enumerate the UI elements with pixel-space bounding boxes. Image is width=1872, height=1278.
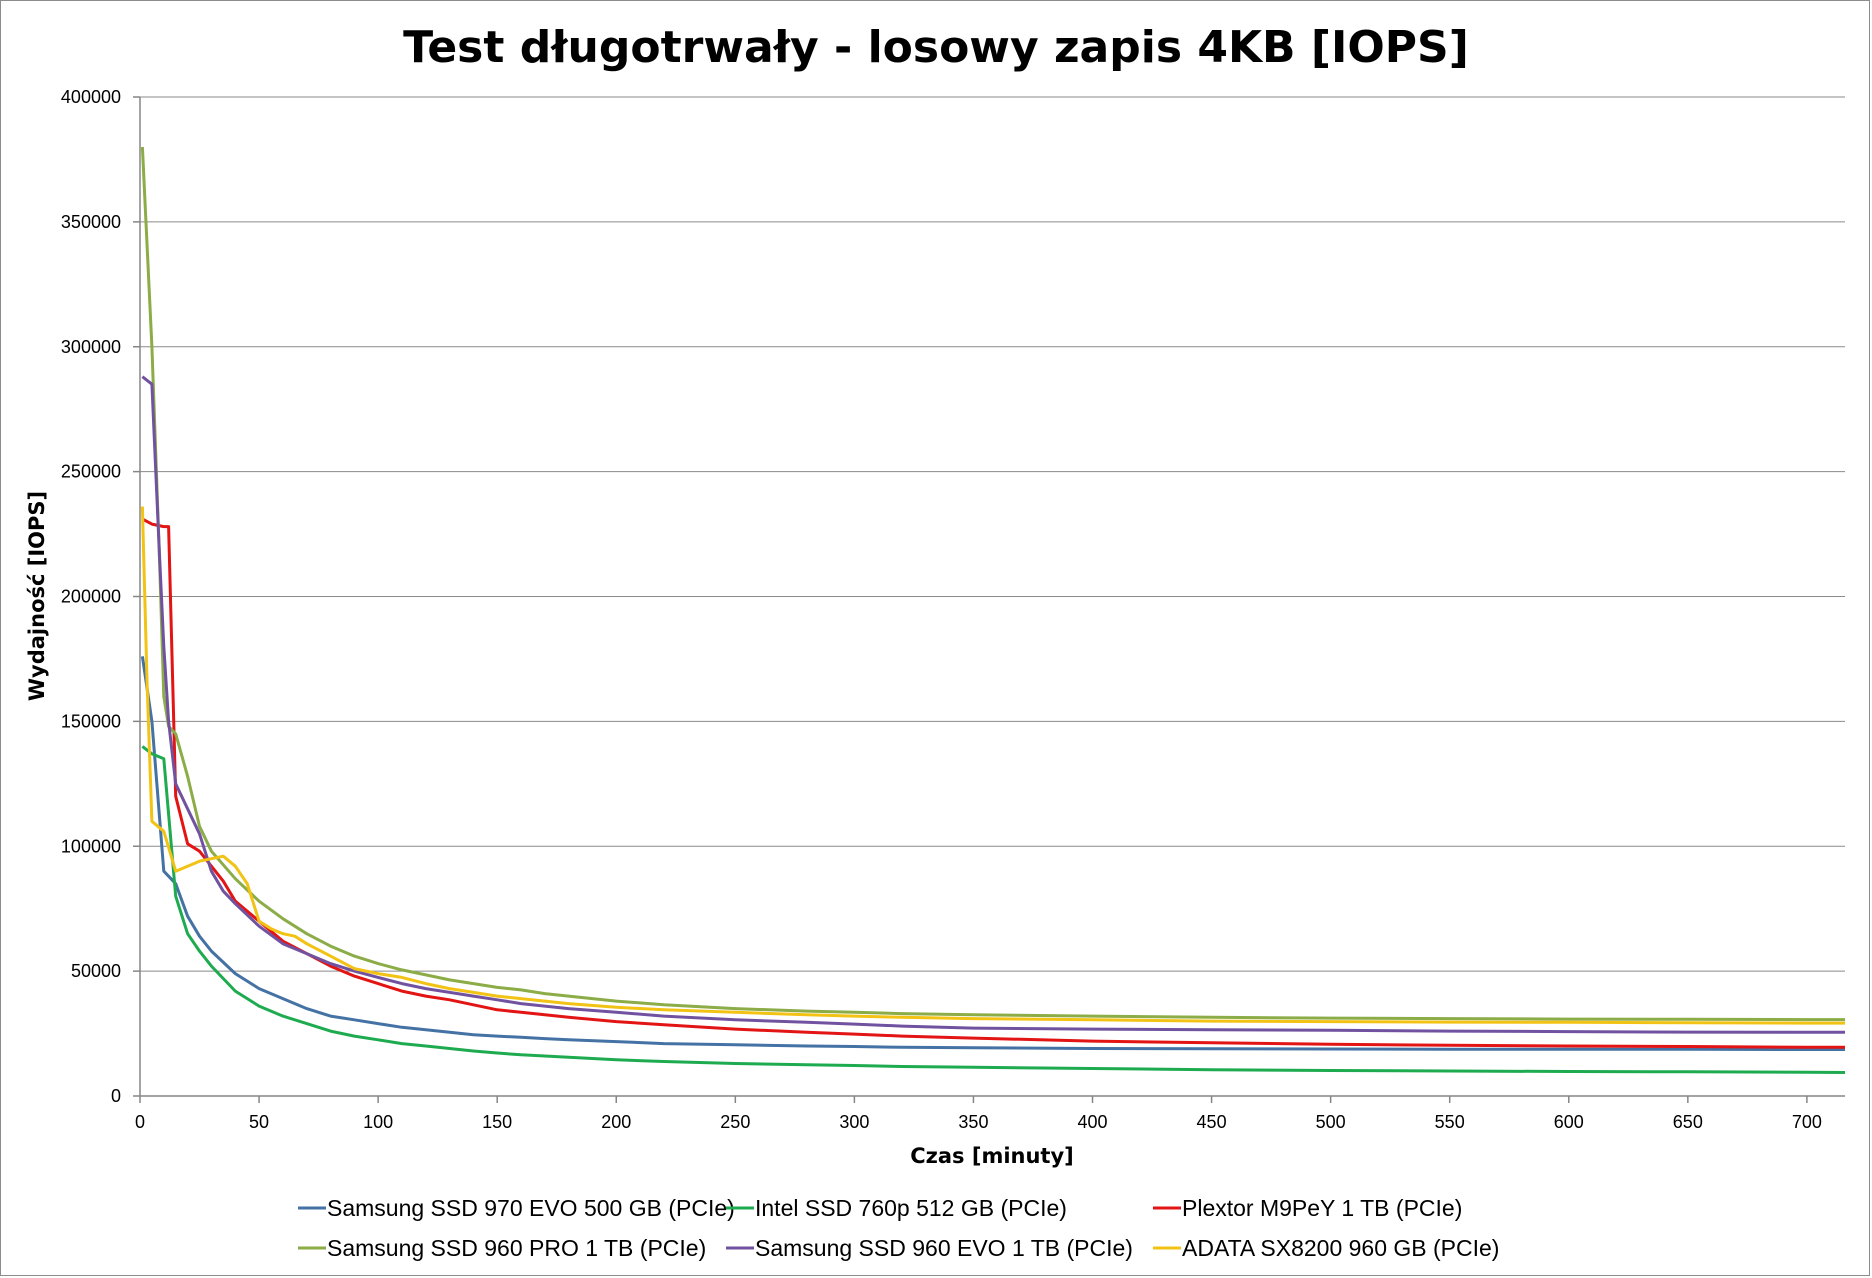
x-tick-label: 450 <box>1197 1112 1227 1132</box>
y-tick-label: 350000 <box>61 212 121 232</box>
y-tick-label: 100000 <box>61 836 121 856</box>
y-tick-label: 300000 <box>61 337 121 357</box>
x-tick-label: 650 <box>1673 1112 1703 1132</box>
legend: Samsung SSD 970 EVO 500 GB (PCIe) Intel S… <box>298 1195 1499 1261</box>
series-line <box>141 375 1845 1034</box>
x-tick-label: 50 <box>249 1112 269 1132</box>
axes <box>139 97 1845 1097</box>
y-tick-label: 150000 <box>61 711 121 731</box>
series-line <box>141 745 1846 1074</box>
series-line <box>140 506 1845 1025</box>
x-tick-label: 100 <box>363 1112 393 1132</box>
legend-label: Samsung SSD 960 PRO 1 TB (PCIe) <box>327 1235 706 1261</box>
x-axis-title: Czas [minuty] <box>910 1144 1074 1168</box>
y-tick-label: 50000 <box>71 961 121 981</box>
series-line <box>140 146 1845 1022</box>
y-tick-label: 400000 <box>61 87 121 107</box>
series-line <box>141 517 1845 1049</box>
legend-label: Samsung SSD 960 EVO 1 TB (PCIe) <box>755 1235 1133 1261</box>
legend-label: Plextor M9PeY 1 TB (PCIe) <box>1182 1195 1462 1221</box>
chart-title: Test długotrwały - losowy zapis 4KB [IOP… <box>403 22 1469 73</box>
legend-label: Intel SSD 760p 512 GB (PCIe) <box>755 1195 1067 1221</box>
x-tick-label: 350 <box>958 1112 988 1132</box>
series-lines <box>140 146 1846 1074</box>
legend-label: ADATA SX8200 960 GB (PCIe) <box>1182 1235 1499 1261</box>
series-line <box>140 656 1845 1051</box>
legend-label: Samsung SSD 970 EVO 500 GB (PCIe) <box>327 1195 735 1221</box>
y-tick-label: 250000 <box>61 462 121 482</box>
x-tick-label: 550 <box>1435 1112 1465 1132</box>
grid-lines <box>133 96 1845 1103</box>
y-tick-label: 0 <box>111 1086 121 1106</box>
y-tick-labels: 0 50000 100000 150000 200000 250000 300000 3500… <box>61 87 121 1106</box>
x-tick-label: 150 <box>482 1112 512 1132</box>
x-tick-label: 600 <box>1554 1112 1584 1132</box>
x-tick-label: 400 <box>1077 1112 1107 1132</box>
x-tick-label: 700 <box>1792 1112 1822 1132</box>
y-tick-label: 200000 <box>61 587 121 607</box>
x-tick-label: 0 <box>135 1112 145 1132</box>
x-tick-labels: 0 50 100 150 200 250 300 350 400 450 500 550 600 650 7… <box>135 1112 1822 1132</box>
x-tick-label: 500 <box>1316 1112 1346 1132</box>
y-axis-title: Wydajność [IOPS] <box>25 491 49 701</box>
x-tick-label: 300 <box>839 1112 869 1132</box>
x-tick-label: 200 <box>601 1112 631 1132</box>
x-tick-label: 250 <box>720 1112 750 1132</box>
